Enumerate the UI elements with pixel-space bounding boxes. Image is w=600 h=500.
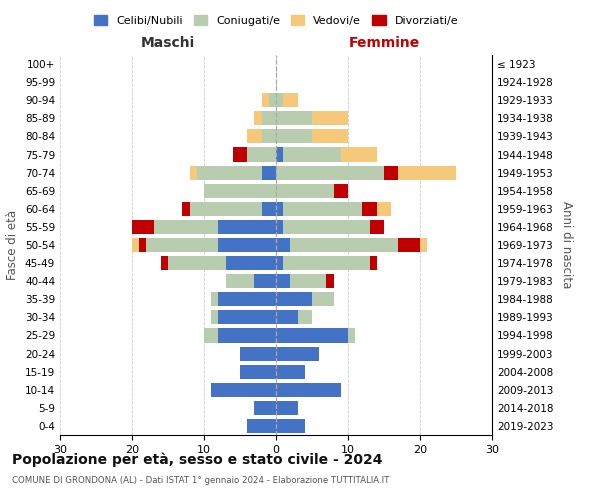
- Text: Popolazione per età, sesso e stato civile - 2024: Popolazione per età, sesso e stato civil…: [12, 452, 383, 467]
- Bar: [312, 112, 348, 126]
- Bar: [283, 202, 362, 216]
- Bar: [276, 382, 341, 397]
- Bar: [283, 93, 298, 108]
- Bar: [218, 238, 276, 252]
- Bar: [139, 238, 146, 252]
- Bar: [262, 112, 276, 126]
- Bar: [276, 202, 283, 216]
- Bar: [276, 364, 305, 378]
- Bar: [298, 310, 312, 324]
- Bar: [362, 202, 377, 216]
- Bar: [269, 93, 276, 108]
- Bar: [276, 328, 348, 342]
- Bar: [276, 238, 290, 252]
- Bar: [226, 274, 254, 288]
- Bar: [211, 292, 218, 306]
- Y-axis label: Fasce di età: Fasce di età: [7, 210, 19, 280]
- Bar: [276, 346, 319, 360]
- Bar: [132, 220, 154, 234]
- Bar: [276, 148, 283, 162]
- Legend: Celibi/Nubili, Coniugati/e, Vedovi/e, Divorziati/e: Celibi/Nubili, Coniugati/e, Vedovi/e, Di…: [89, 10, 463, 30]
- Bar: [218, 220, 276, 234]
- Bar: [190, 202, 262, 216]
- Bar: [254, 112, 262, 126]
- Bar: [283, 256, 370, 270]
- Bar: [326, 274, 334, 288]
- Bar: [182, 202, 190, 216]
- Bar: [197, 166, 262, 179]
- Bar: [262, 130, 276, 143]
- Bar: [276, 292, 312, 306]
- Bar: [240, 346, 276, 360]
- Bar: [218, 310, 276, 324]
- Bar: [204, 184, 276, 198]
- Bar: [384, 166, 398, 179]
- Bar: [276, 401, 298, 415]
- Bar: [218, 292, 276, 306]
- Bar: [341, 148, 377, 162]
- Bar: [247, 130, 262, 143]
- Bar: [290, 274, 326, 288]
- Bar: [154, 220, 218, 234]
- Bar: [276, 166, 384, 179]
- Bar: [254, 274, 276, 288]
- Bar: [334, 184, 348, 198]
- Bar: [276, 112, 312, 126]
- Bar: [420, 238, 427, 252]
- Bar: [276, 274, 290, 288]
- Bar: [377, 202, 391, 216]
- Bar: [276, 256, 283, 270]
- Bar: [211, 310, 218, 324]
- Bar: [190, 166, 197, 179]
- Bar: [283, 148, 341, 162]
- Bar: [262, 202, 276, 216]
- Bar: [370, 256, 377, 270]
- Bar: [276, 220, 283, 234]
- Bar: [276, 93, 283, 108]
- Bar: [254, 401, 276, 415]
- Text: Maschi: Maschi: [141, 36, 195, 50]
- Bar: [283, 220, 370, 234]
- Bar: [226, 256, 276, 270]
- Bar: [247, 419, 276, 433]
- Text: COMUNE DI GRONDONA (AL) - Dati ISTAT 1° gennaio 2024 - Elaborazione TUTTITALIA.I: COMUNE DI GRONDONA (AL) - Dati ISTAT 1° …: [12, 476, 389, 485]
- Bar: [312, 292, 334, 306]
- Bar: [247, 148, 276, 162]
- Bar: [146, 238, 218, 252]
- Y-axis label: Anni di nascita: Anni di nascita: [560, 202, 573, 288]
- Bar: [276, 419, 305, 433]
- Bar: [168, 256, 226, 270]
- Bar: [398, 238, 420, 252]
- Bar: [312, 130, 348, 143]
- Bar: [262, 93, 269, 108]
- Bar: [161, 256, 168, 270]
- Bar: [370, 220, 384, 234]
- Bar: [211, 382, 276, 397]
- Bar: [240, 364, 276, 378]
- Bar: [348, 328, 355, 342]
- Bar: [290, 238, 398, 252]
- Bar: [276, 130, 312, 143]
- Bar: [132, 238, 139, 252]
- Bar: [398, 166, 456, 179]
- Bar: [276, 184, 334, 198]
- Bar: [233, 148, 247, 162]
- Text: Femmine: Femmine: [349, 36, 419, 50]
- Bar: [262, 166, 276, 179]
- Bar: [218, 328, 276, 342]
- Bar: [276, 310, 298, 324]
- Bar: [204, 328, 218, 342]
